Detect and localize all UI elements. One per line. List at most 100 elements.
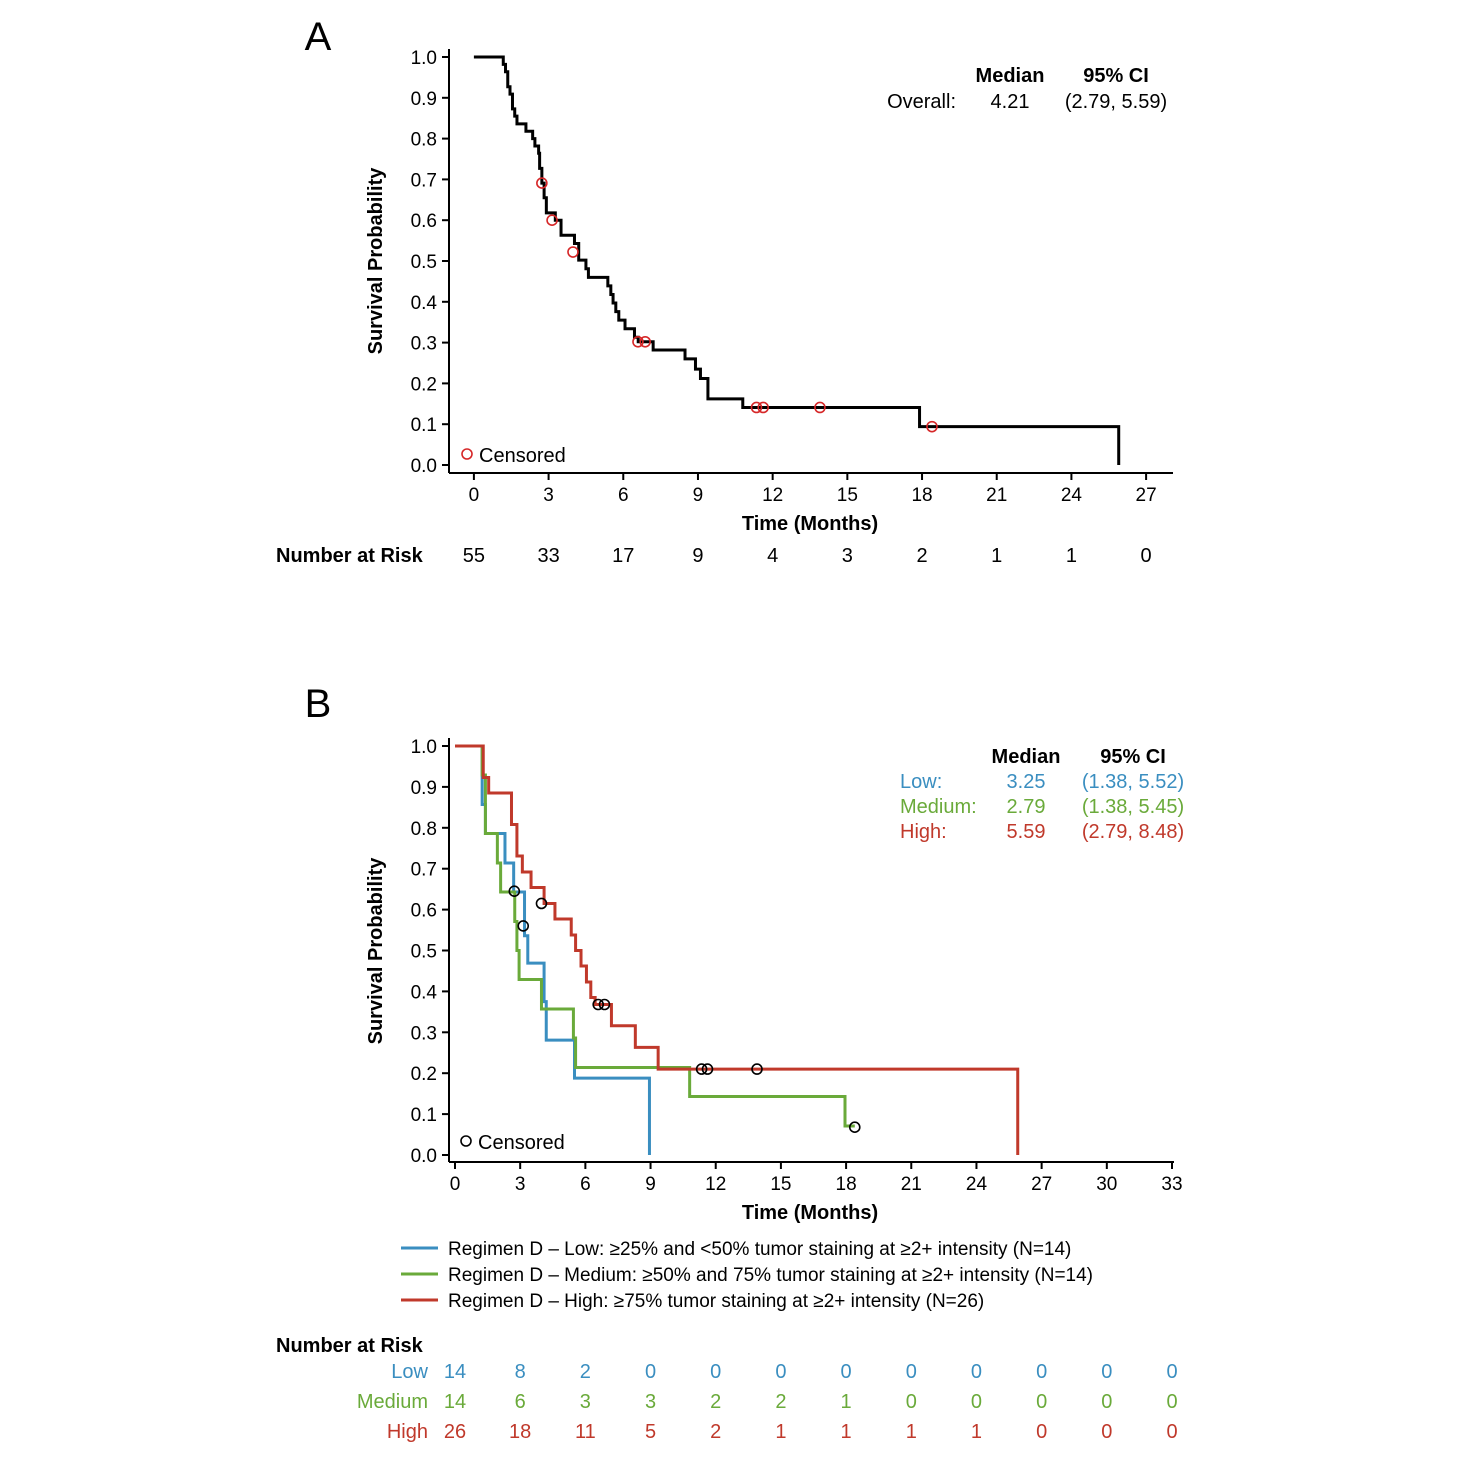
censor-mark	[926, 420, 938, 433]
risk-value: 4	[767, 545, 778, 567]
risk-table-title: Number at Risk	[276, 1335, 424, 1357]
summary-header-median: Median	[976, 65, 1045, 87]
censor-mark	[546, 214, 558, 226]
risk-value: 14	[444, 1361, 466, 1383]
risk-value: 0	[1166, 1361, 1177, 1383]
summary-row-label: Low:	[900, 771, 942, 793]
risk-value: 0	[971, 1361, 982, 1383]
censored-key-icon	[461, 448, 473, 460]
x-axis-label: Time (Months)	[742, 1202, 878, 1224]
summary-row-median: 4.21	[991, 91, 1030, 113]
censor-mark	[598, 998, 611, 1011]
y-tick-label: 0.5	[411, 252, 437, 273]
x-tick-label: 15	[770, 1174, 791, 1195]
censor-mark	[701, 1063, 714, 1075]
risk-value: 0	[841, 1361, 852, 1383]
risk-value: 1	[841, 1421, 852, 1443]
risk-value: 6	[515, 1391, 526, 1413]
risk-value: 0	[1101, 1361, 1112, 1383]
censor-mark	[567, 246, 579, 258]
y-tick-label: 0.1	[411, 1105, 437, 1126]
x-tick-label: 21	[986, 485, 1007, 506]
panel-label: B	[305, 682, 332, 726]
y-tick-label: 0.2	[411, 1064, 437, 1085]
y-tick-label: 0.1	[411, 415, 437, 436]
risk-value: 0	[971, 1391, 982, 1413]
x-tick-label: 3	[515, 1174, 526, 1195]
risk-value: 0	[1101, 1391, 1112, 1413]
summary-row-median: 2.79	[1007, 796, 1046, 818]
risk-value: 14	[444, 1391, 466, 1413]
summary-row-ci: (1.38, 5.52)	[1082, 771, 1184, 793]
risk-value: 17	[612, 545, 634, 567]
y-tick-label: 0.4	[411, 982, 438, 1003]
risk-value: 2	[710, 1391, 721, 1413]
x-tick-label: 24	[966, 1174, 988, 1195]
risk-value: 1	[775, 1421, 786, 1443]
summary-header-ci: 95% CI	[1083, 65, 1149, 87]
censor-mark	[695, 1063, 708, 1075]
x-tick-label: 6	[618, 485, 629, 506]
x-tick-label: 27	[1031, 1174, 1052, 1195]
x-tick-label: 9	[693, 485, 704, 506]
censor-mark	[632, 335, 644, 348]
risk-value: 0	[775, 1361, 786, 1383]
censored-key-label: Censored	[478, 1132, 565, 1154]
y-tick-label: 0.0	[411, 456, 437, 477]
x-tick-label: 18	[911, 485, 932, 506]
y-axis-label: Survival Probability	[365, 167, 387, 355]
risk-value: 2	[580, 1361, 591, 1383]
risk-value: 0	[1036, 1421, 1047, 1443]
risk-value: 3	[842, 545, 853, 567]
legend-label: Regimen D – Low: ≥25% and <50% tumor sta…	[448, 1239, 1071, 1260]
y-axis-label: Survival Probability	[365, 857, 387, 1045]
risk-value: 26	[444, 1421, 466, 1443]
risk-value: 3	[645, 1391, 656, 1413]
y-tick-label: 0.6	[411, 211, 437, 232]
risk-value: 0	[1141, 545, 1152, 567]
risk-value: 2	[775, 1391, 786, 1413]
summary-header-ci: 95% CI	[1100, 746, 1166, 768]
risk-value: 9	[692, 545, 703, 567]
series-line-high	[455, 744, 1020, 1155]
censor-mark	[536, 177, 548, 189]
y-tick-label: 0.8	[411, 130, 437, 151]
censor-mark	[639, 335, 651, 348]
risk-value: 1	[971, 1421, 982, 1443]
censor-mark	[517, 920, 530, 932]
risk-row-label: Low	[391, 1361, 428, 1383]
series-line-overall	[473, 55, 1121, 465]
x-tick-label: 18	[836, 1174, 857, 1195]
summary-row-median: 3.25	[1007, 771, 1046, 793]
x-tick-label: 9	[645, 1174, 656, 1195]
x-tick-label: 33	[1161, 1174, 1182, 1195]
x-tick-label: 15	[837, 485, 858, 506]
panel-A: A0.00.10.20.30.40.50.60.70.80.91.00 3 6 9 12…	[276, 15, 1173, 567]
risk-value: 11	[575, 1421, 596, 1443]
summary-row-ci: (2.79, 8.48)	[1082, 821, 1184, 843]
risk-value: 1	[841, 1391, 852, 1413]
y-tick-label: 0.8	[411, 819, 437, 840]
x-tick-label: 30	[1096, 1174, 1117, 1195]
x-tick-label: 12	[705, 1174, 726, 1195]
y-tick-label: 0.7	[411, 860, 437, 881]
censor-mark	[508, 885, 521, 897]
y-tick-label: 1.0	[411, 48, 437, 69]
y-tick-label: 0.9	[411, 89, 437, 110]
x-tick-label: 12	[762, 485, 783, 506]
risk-value: 0	[906, 1391, 917, 1413]
legend-label: Regimen D – High: ≥75% tumor staining at…	[448, 1291, 984, 1312]
risk-value: 2	[710, 1421, 721, 1443]
y-tick-label: 0.0	[411, 1146, 437, 1167]
summary-row-label: Overall:	[887, 91, 956, 113]
risk-value: 3	[580, 1391, 591, 1413]
risk-value: 8	[515, 1361, 526, 1383]
y-tick-label: 0.5	[411, 942, 437, 963]
summary-row-median: 5.59	[1007, 821, 1046, 843]
risk-value: 0	[906, 1361, 917, 1383]
summary-header-median: Median	[992, 746, 1061, 768]
x-tick-label: 21	[901, 1174, 922, 1195]
y-tick-label: 0.2	[411, 374, 437, 395]
censored-key-label: Censored	[479, 445, 566, 467]
risk-value: 0	[1036, 1361, 1047, 1383]
